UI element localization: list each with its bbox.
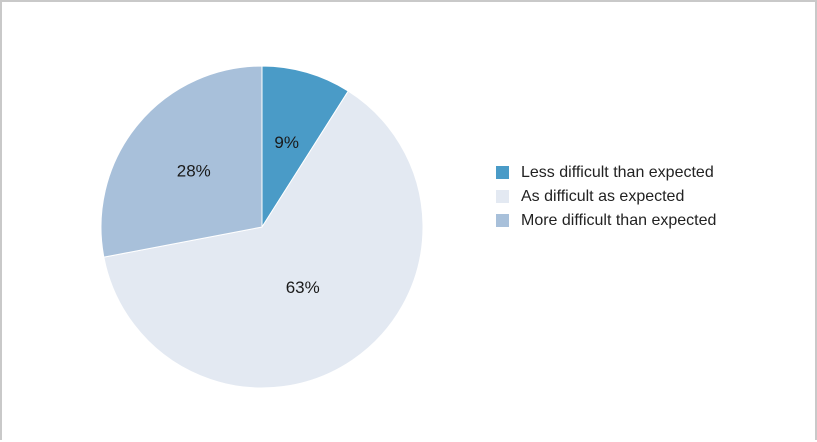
- slice-label: 9%: [274, 133, 299, 152]
- pie-slice: [103, 90, 424, 389]
- legend-item: As difficult as expected: [496, 187, 756, 207]
- slice-label: 28%: [177, 162, 211, 181]
- legend-swatch-as-difficult: [496, 190, 509, 203]
- legend-label: More difficult than expected: [521, 212, 717, 229]
- legend: Less difficult than expected As difficul…: [496, 163, 756, 235]
- legend-label: As difficult as expected: [521, 188, 685, 205]
- legend-swatch-less-difficult: [496, 166, 509, 179]
- slice-label: 63%: [286, 278, 320, 297]
- legend-swatch-more-difficult: [496, 214, 509, 227]
- legend-item: More difficult than expected: [496, 211, 756, 231]
- legend-label: Less difficult than expected: [521, 164, 714, 181]
- pie-slice: [261, 65, 349, 229]
- legend-item: Less difficult than expected: [496, 163, 756, 183]
- pie-slice: [100, 65, 263, 258]
